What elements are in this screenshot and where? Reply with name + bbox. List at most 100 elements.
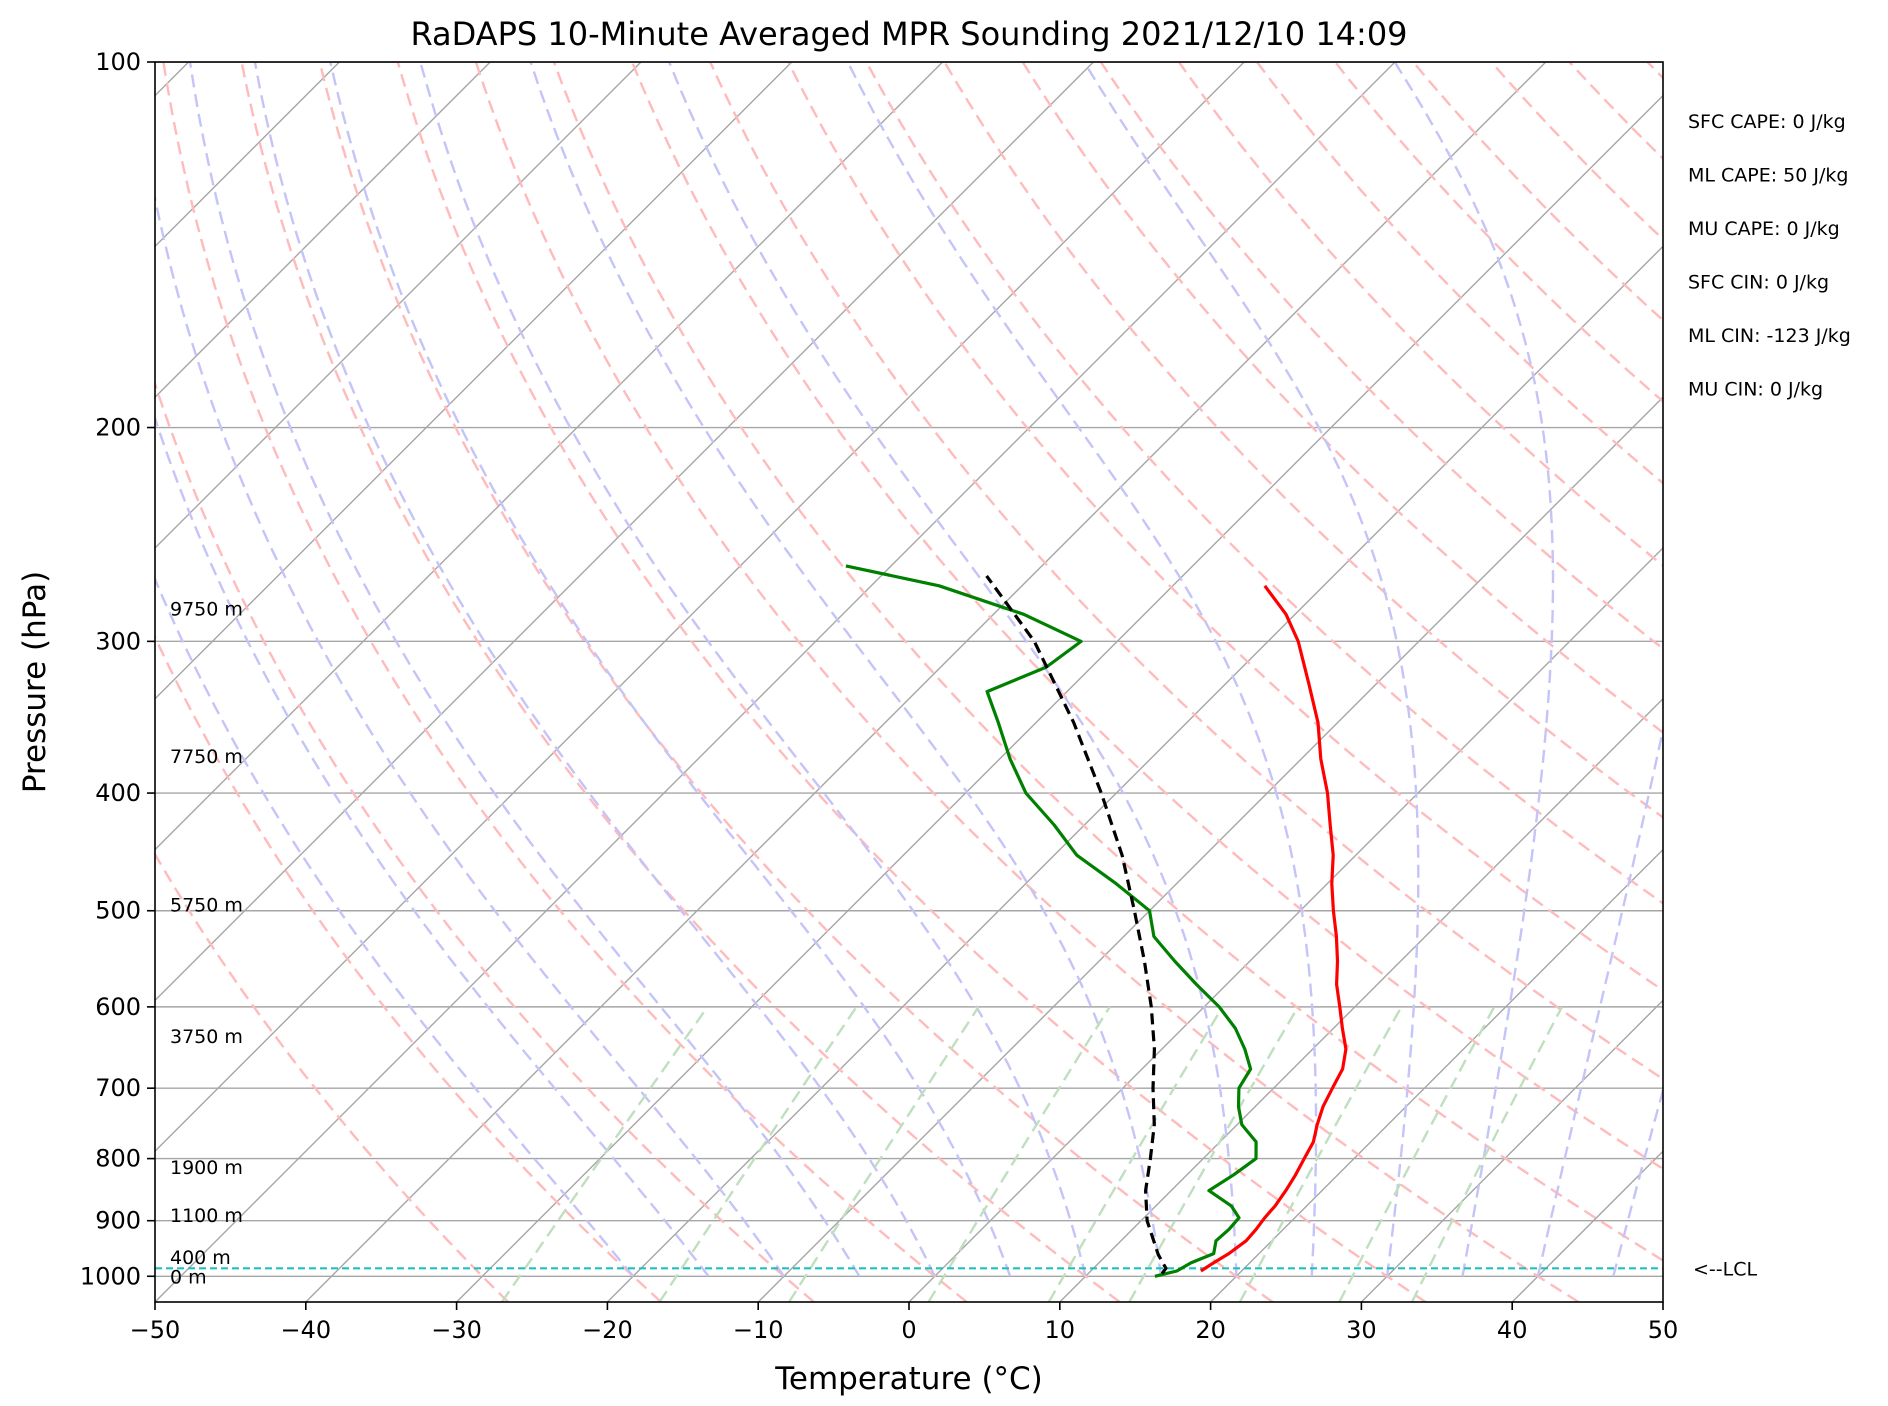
mixing-ratio-line [1338, 1006, 1496, 1302]
height-label: 1100 m [170, 1205, 243, 1227]
y-tick-label: 800 [95, 1145, 141, 1173]
height-label: 400 m [170, 1247, 231, 1269]
dry-adiabat-line [1256, 62, 1663, 485]
dry-adiabat-line [240, 62, 1121, 1302]
dry-adiabat-line [1021, 62, 1663, 734]
dry-adiabat-line [162, 62, 968, 1302]
moist-adiabat-line [155, 414, 710, 1278]
mixing-ratio-line [500, 1006, 709, 1302]
stat-item: MU CIN: 0 J/kg [1688, 379, 1823, 401]
dry-adiabat-line [1099, 62, 1663, 651]
dry-adiabat-line [552, 62, 1663, 1262]
moist-adiabat-line [1612, 1085, 1663, 1277]
reference-lines [155, 62, 1888, 1302]
isotherm-line [155, 62, 642, 549]
moist-adiabat-line [155, 576, 635, 1278]
dry-adiabat-line [1177, 62, 1663, 568]
isotherm-line [606, 245, 1663, 1302]
y-tick-label: 700 [95, 1074, 141, 1102]
mixing-ratio-line [1238, 1006, 1403, 1302]
moist-adiabat-line [529, 62, 1163, 1277]
height-label: 3750 m [170, 1026, 243, 1048]
dry-adiabat-line [1646, 62, 1663, 80]
stats-panel: SFC CAPE: 0 J/kg ML CAPE: 50 J/kg MU CAPE:… [1688, 111, 1851, 401]
y-tick-label: 600 [95, 993, 141, 1021]
moist-adiabat-line [1393, 62, 1555, 1277]
moist-adiabat-line [1536, 724, 1663, 1277]
y-tick-label: 100 [95, 48, 141, 76]
x-tick-label: −40 [280, 1316, 331, 1344]
data-series [845, 564, 1348, 1278]
moist-adiabat-line [253, 62, 936, 1277]
x-tick-label: 0 [901, 1316, 916, 1344]
isotherm-line [155, 62, 491, 399]
x-tick-label: 50 [1648, 1316, 1679, 1344]
isotherm-line [155, 62, 1094, 1002]
dry-adiabat-line [155, 634, 662, 1302]
dry-adiabat-line [943, 62, 1663, 819]
chart-title: RaDAPS 10-Minute Averaged MPR Sounding 2… [410, 15, 1407, 53]
stat-item: ML CIN: -123 J/kg [1688, 325, 1851, 347]
dry-adiabat-line [630, 62, 1663, 1171]
isotherm-line [1814, 62, 1888, 1302]
dry-adiabat-line [155, 379, 815, 1302]
isotherm-line [155, 62, 1396, 1302]
y-tick-label: 1000 [80, 1262, 141, 1290]
mixing-ratio-line [927, 1006, 1111, 1302]
dry-adiabat-line [396, 62, 1427, 1302]
x-tick-label: −50 [130, 1316, 181, 1344]
dewpoint-line [845, 564, 1258, 1278]
stat-item: SFC CIN: 0 J/kg [1688, 272, 1829, 294]
height-label: 0 m [170, 1266, 207, 1288]
mixing-ratio-line [1128, 1006, 1300, 1302]
x-tick-label: −10 [733, 1316, 784, 1344]
isotherm-line [757, 396, 1663, 1302]
moist-adiabat-line [1083, 62, 1420, 1277]
height-label: 7750 m [170, 746, 243, 768]
moist-adiabat-line [329, 62, 1012, 1277]
mixing-ratio-line [1410, 1006, 1564, 1302]
y-tick-label: 300 [95, 627, 141, 655]
height-label: 1900 m [170, 1157, 243, 1179]
dry-adiabat-line [318, 62, 1274, 1302]
axis-ticks: −50 −40 −30 −20 −10 0 10 20 30 40 50 100 200 300 400 50… [80, 48, 1678, 1344]
moist-adiabat-line [419, 62, 1087, 1277]
moist-adiabat-line [667, 62, 1238, 1277]
x-axis-label: Temperature (°C) [774, 1361, 1043, 1397]
stat-item: MU CAPE: 0 J/kg [1688, 218, 1840, 240]
height-label: 9750 m [170, 599, 243, 621]
mixing-ratio-line [658, 1006, 858, 1302]
isotherm-line [305, 62, 1547, 1302]
moist-adiabat-line [188, 62, 861, 1277]
isotherm-line [1511, 1150, 1663, 1302]
y-axis-label: Pressure (hPa) [17, 571, 53, 793]
stat-item: ML CAPE: 50 J/kg [1688, 165, 1848, 187]
dry-adiabat-line [1490, 62, 1663, 241]
isotherm-line [1662, 1301, 1663, 1302]
x-tick-label: 10 [1045, 1316, 1076, 1344]
y-tick-label: 400 [95, 779, 141, 807]
dry-adiabat-line [787, 62, 1663, 992]
x-tick-label: 40 [1497, 1316, 1528, 1344]
x-tick-label: −30 [431, 1316, 482, 1344]
dry-adiabat-line [709, 62, 1663, 1081]
y-tick-label: 200 [95, 414, 141, 442]
x-tick-label: 20 [1195, 1316, 1226, 1344]
isotherm-line [155, 62, 944, 851]
isotherm-line [1059, 697, 1663, 1302]
isotherm-line [155, 62, 793, 700]
lcl-label: <--LCL [1693, 1258, 1757, 1280]
isotherm-line [908, 547, 1663, 1302]
moist-adiabat-line [155, 192, 785, 1277]
dry-adiabat-line [1334, 62, 1663, 404]
temperature-line [1200, 584, 1348, 1273]
isotherm-line [1210, 848, 1663, 1302]
mixing-ratio-line [1047, 1006, 1224, 1302]
dry-adiabat-line [1726, 62, 1888, 1302]
y-tick-label: 500 [95, 897, 141, 925]
moist-adiabat-line [846, 62, 1318, 1277]
dry-adiabat-line [474, 62, 1580, 1302]
isotherm-line [1360, 999, 1663, 1302]
